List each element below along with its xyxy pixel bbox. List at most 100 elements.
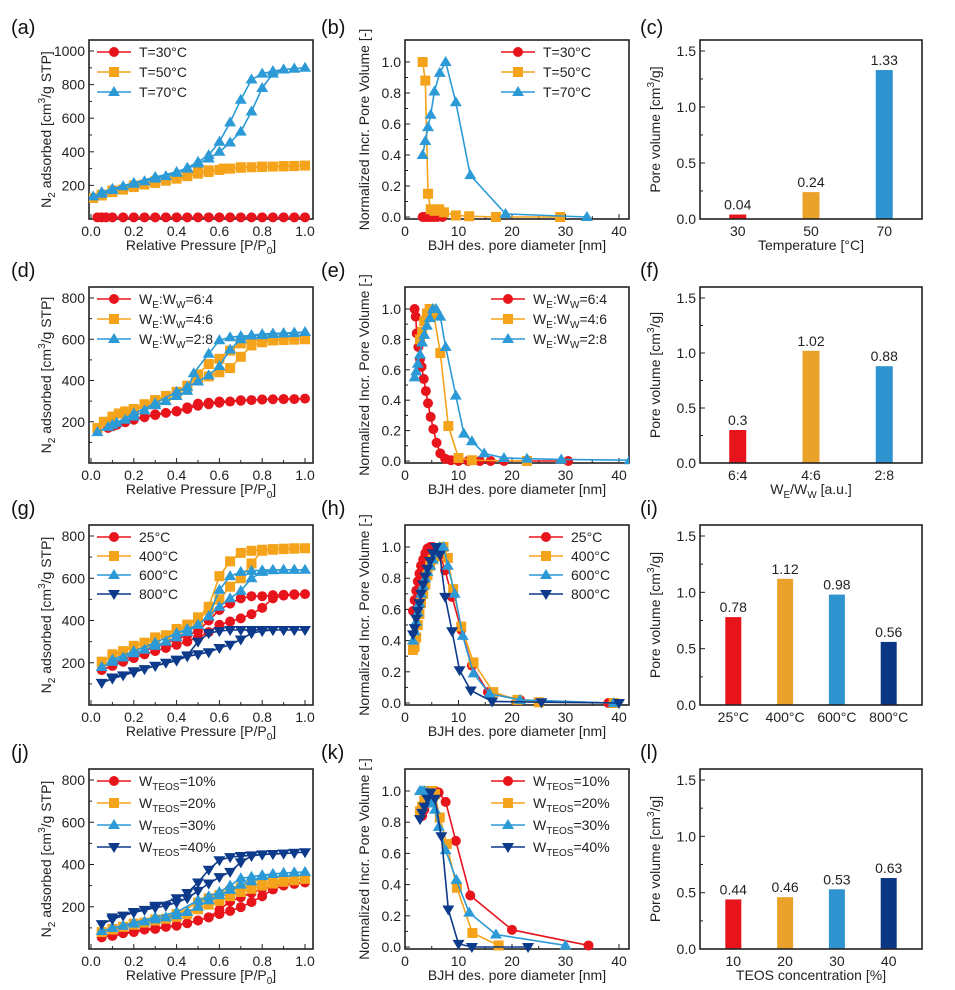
legend-marker: [503, 798, 513, 808]
data-point: [171, 172, 182, 182]
data-point: [202, 890, 215, 901]
x-tick-label: 20: [504, 953, 520, 969]
data-point: [520, 452, 533, 463]
data-point: [300, 589, 310, 600]
data-point: [202, 865, 215, 876]
data-point: [439, 592, 452, 603]
panel-label: (h): [321, 498, 345, 520]
data-point: [192, 375, 204, 386]
data-point: [278, 212, 289, 223]
legend-label: 800°C: [139, 586, 178, 602]
y-tick-label: 1.5: [677, 43, 697, 59]
data-point: [417, 57, 428, 67]
legend-item: WTEOS=40%: [97, 839, 216, 859]
data-point: [192, 886, 204, 897]
data-point: [213, 135, 226, 146]
legend-marker: [108, 819, 120, 829]
x-tick-label: 600°C: [817, 709, 856, 725]
data-point: [203, 359, 214, 369]
y-tick-label: 1000: [54, 43, 85, 59]
data-point: [409, 304, 420, 314]
y-tick-label: 0.5: [677, 885, 697, 901]
y-tick-label: 200: [62, 655, 86, 671]
data-point: [224, 331, 237, 342]
data-point: [202, 347, 215, 358]
legend-label: 25°C: [571, 529, 602, 545]
x-tick-label: 30: [558, 223, 574, 239]
data-point: [138, 665, 151, 676]
data-point: [225, 616, 236, 627]
y-tick-label: 0.0: [382, 939, 402, 955]
data-point: [202, 629, 215, 640]
data-point: [213, 856, 226, 867]
data-point: [106, 418, 119, 429]
x-axis-label: BJH des. pore diameter [nm]: [428, 481, 606, 497]
data-point: [95, 920, 108, 931]
legend-item: WTEOS=20%: [97, 795, 216, 815]
y-axis-label: Pore volume [cm3/g]: [646, 552, 663, 678]
x-tick-label: 30: [558, 467, 574, 483]
legend-item: WE:WW=6:4: [97, 291, 213, 311]
data-point: [225, 212, 236, 223]
data-point: [443, 421, 454, 432]
y-tick-label: 0.2: [382, 423, 402, 439]
data-point: [559, 939, 572, 950]
legend-label: 400°C: [139, 548, 178, 564]
data-point: [224, 592, 237, 603]
data-point: [159, 658, 172, 669]
y-tick-label: 1.5: [677, 290, 697, 306]
legend-item: WE:WW=4:6: [491, 311, 607, 331]
data-point: [300, 543, 310, 554]
legend-item: T=30°C: [97, 44, 187, 60]
data-point: [483, 687, 496, 698]
legend-label: WTEOS=40%: [139, 839, 216, 859]
bar: [802, 350, 820, 463]
data-point: [288, 866, 301, 877]
x-tick-label: 40: [611, 223, 627, 239]
data-point: [213, 643, 226, 654]
data-point: [442, 905, 455, 916]
data-point: [416, 336, 429, 347]
data-point: [139, 212, 150, 223]
data-point: [170, 656, 183, 667]
x-tick-label: 0: [401, 709, 409, 725]
data-point: [234, 565, 247, 576]
data-point: [299, 61, 311, 72]
data-point: [299, 326, 311, 337]
x-tick-label: 20: [504, 223, 520, 239]
data-point: [245, 105, 258, 116]
bar-value-label: 0.3: [728, 412, 748, 428]
y-tick-label: 1.0: [677, 828, 697, 844]
data-point: [245, 870, 258, 881]
data-point: [234, 584, 247, 595]
y-tick-label: 0.2: [382, 908, 402, 924]
x-axis-label: BJH des. pore diameter [nm]: [428, 237, 606, 253]
y-tick-label: 0.4: [382, 633, 402, 649]
data-point: [256, 81, 269, 92]
data-point: [149, 911, 162, 922]
data-point: [300, 334, 310, 345]
data-point: [465, 435, 478, 446]
data-point: [580, 211, 593, 221]
data-point: [138, 404, 151, 415]
panel-d: (d) 200 400 600 800 0.0 0.2 0.4 0.6 0.8 1.0 WE:WW=6…: [11, 260, 315, 501]
x-tick-label: 0.8: [252, 709, 272, 725]
x-axis-label: WE/WW [a.u.]: [770, 481, 851, 501]
data-point: [411, 606, 424, 617]
x-tick-label: 2:8: [875, 467, 895, 483]
x-tick-label: 0.4: [167, 953, 187, 969]
data-point: [257, 161, 268, 172]
x-tick-label: 0: [401, 953, 409, 969]
data-point: [266, 849, 279, 860]
bar: [777, 897, 794, 949]
data-point: [490, 212, 501, 222]
legend-marker: [109, 532, 119, 542]
legend-label: WE:WW=4:6: [139, 311, 213, 331]
legend-item: 800°C: [97, 586, 178, 602]
data-point: [245, 73, 258, 84]
y-tick-label: 400: [62, 144, 86, 160]
data-point: [429, 789, 440, 800]
x-tick-label: 0.2: [124, 709, 144, 725]
data-point: [434, 310, 447, 321]
data-point: [149, 171, 162, 181]
